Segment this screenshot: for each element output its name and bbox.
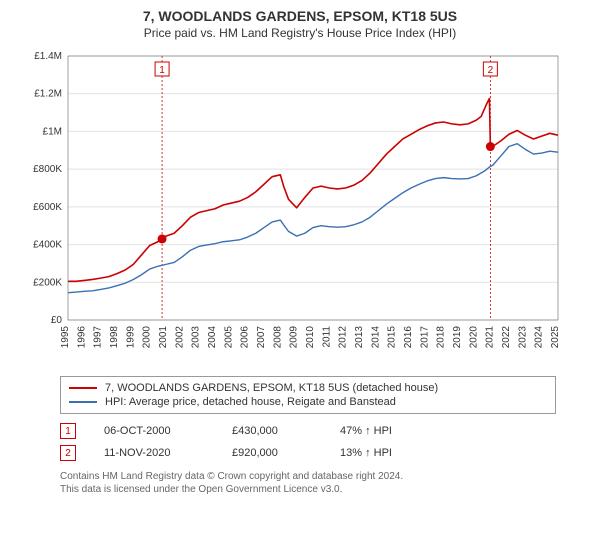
svg-text:2009: 2009	[289, 326, 300, 349]
svg-text:2013: 2013	[354, 326, 365, 349]
svg-text:£600K: £600K	[33, 202, 62, 213]
footnote-line-1: Contains HM Land Registry data © Crown c…	[60, 471, 403, 482]
legend-item: HPI: Average price, detached house, Reig…	[69, 395, 547, 409]
svg-text:2022: 2022	[501, 326, 512, 349]
svg-text:£400K: £400K	[33, 240, 62, 251]
svg-text:2011: 2011	[321, 326, 332, 348]
marker-price: £430,000	[232, 425, 312, 437]
svg-text:1997: 1997	[93, 326, 104, 349]
footnote-line-2: This data is licensed under the Open Gov…	[60, 484, 342, 495]
svg-text:2023: 2023	[517, 326, 528, 349]
svg-text:1999: 1999	[125, 326, 136, 349]
svg-text:£1M: £1M	[43, 126, 62, 137]
svg-text:2000: 2000	[142, 326, 153, 349]
svg-text:£0: £0	[51, 315, 63, 326]
svg-text:2021: 2021	[485, 326, 496, 349]
marker-badge: 2	[60, 445, 76, 461]
svg-text:2010: 2010	[305, 326, 316, 349]
svg-text:2024: 2024	[534, 326, 545, 349]
page-title: 7, WOODLANDS GARDENS, EPSOM, KT18 5US	[16, 8, 584, 24]
marker-row: 1 06-OCT-2000 £430,000 47% ↑ HPI	[60, 420, 556, 442]
svg-text:2014: 2014	[370, 326, 381, 349]
marker-delta: 13% ↑ HPI	[340, 447, 420, 459]
marker-delta: 47% ↑ HPI	[340, 425, 420, 437]
svg-text:2: 2	[488, 65, 494, 76]
footnote: Contains HM Land Registry data © Crown c…	[60, 470, 556, 496]
marker-table: 1 06-OCT-2000 £430,000 47% ↑ HPI 2 11-NOV-202…	[60, 420, 556, 464]
chart-container: 7, WOODLANDS GARDENS, EPSOM, KT18 5US Pr…	[0, 0, 600, 496]
marker-badge: 1	[60, 423, 76, 439]
line-chart: £0 £200K £400K £600K £800K £1M £1.2M £1.4M 1995 1…	[16, 50, 576, 370]
svg-text:1998: 1998	[109, 326, 120, 349]
svg-text:2005: 2005	[223, 326, 234, 349]
svg-text:2018: 2018	[436, 326, 447, 349]
legend: 7, WOODLANDS GARDENS, EPSOM, KT18 5US (d…	[60, 376, 556, 414]
marker-date: 11-NOV-2020	[104, 447, 204, 459]
svg-text:1995: 1995	[60, 326, 71, 349]
legend-item: 7, WOODLANDS GARDENS, EPSOM, KT18 5US (d…	[69, 381, 547, 395]
svg-text:2007: 2007	[256, 326, 267, 349]
svg-text:2020: 2020	[468, 326, 479, 349]
svg-text:2016: 2016	[403, 326, 414, 349]
svg-text:2017: 2017	[419, 326, 430, 349]
legend-swatch	[69, 401, 97, 403]
legend-swatch	[69, 387, 97, 389]
svg-text:1996: 1996	[76, 326, 87, 349]
svg-text:2008: 2008	[272, 326, 283, 349]
svg-text:2019: 2019	[452, 326, 463, 349]
marker-date: 06-OCT-2000	[104, 425, 204, 437]
page-subtitle: Price paid vs. HM Land Registry's House …	[16, 26, 584, 40]
svg-text:2015: 2015	[387, 326, 398, 349]
svg-text:1: 1	[159, 65, 165, 76]
marker-row: 2 11-NOV-2020 £920,000 13% ↑ HPI	[60, 442, 556, 464]
svg-text:£800K: £800K	[33, 164, 62, 175]
svg-text:£1.2M: £1.2M	[34, 89, 62, 100]
svg-text:£1.4M: £1.4M	[34, 51, 62, 62]
svg-text:2006: 2006	[240, 326, 251, 349]
svg-text:2003: 2003	[191, 326, 202, 349]
svg-text:2002: 2002	[174, 326, 185, 349]
svg-text:£200K: £200K	[33, 277, 62, 288]
legend-label: 7, WOODLANDS GARDENS, EPSOM, KT18 5US (d…	[105, 382, 438, 394]
marker-price: £920,000	[232, 447, 312, 459]
svg-text:2025: 2025	[550, 326, 561, 349]
svg-text:2004: 2004	[207, 326, 218, 349]
legend-label: HPI: Average price, detached house, Reig…	[105, 396, 396, 408]
svg-text:2012: 2012	[338, 326, 349, 349]
svg-text:2001: 2001	[158, 326, 169, 349]
